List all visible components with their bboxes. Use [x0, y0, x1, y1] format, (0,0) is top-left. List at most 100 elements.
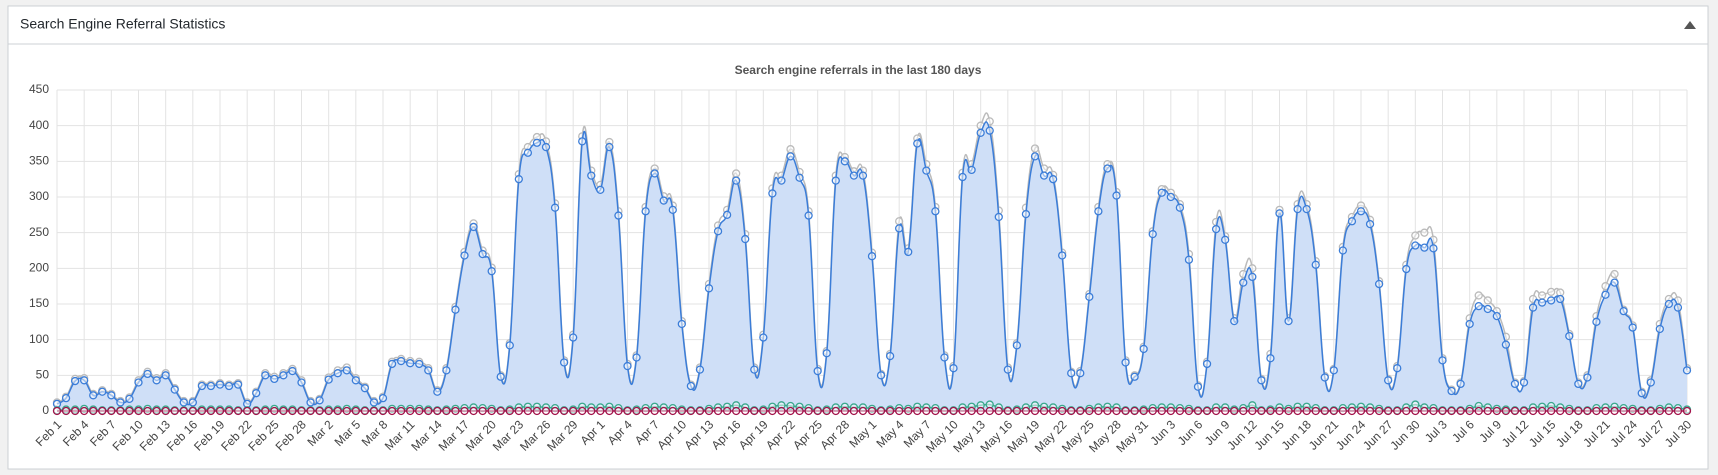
point — [1384, 376, 1393, 385]
point — [378, 394, 388, 403]
point — [1456, 379, 1465, 389]
point — [1230, 316, 1239, 326]
point — [1021, 209, 1031, 219]
point — [876, 406, 886, 416]
point — [451, 406, 460, 416]
point — [1130, 372, 1139, 381]
point — [324, 375, 333, 384]
point — [1302, 204, 1311, 214]
point — [632, 353, 641, 362]
y-tick-label: 250 — [29, 225, 49, 239]
point — [188, 406, 197, 416]
point — [1393, 364, 1402, 373]
point — [396, 406, 406, 416]
point — [1646, 378, 1655, 387]
point — [795, 406, 804, 416]
point — [804, 406, 813, 416]
point — [750, 365, 759, 374]
point — [315, 396, 324, 405]
point — [152, 406, 161, 416]
point — [1492, 311, 1501, 321]
point — [931, 207, 940, 216]
point — [768, 406, 777, 416]
point — [1085, 406, 1094, 416]
point — [768, 189, 777, 198]
point — [514, 406, 523, 416]
point — [1193, 382, 1203, 391]
point — [442, 366, 451, 375]
point — [288, 366, 297, 376]
point — [1565, 406, 1574, 416]
point — [949, 406, 958, 416]
point — [686, 381, 696, 391]
point — [922, 166, 931, 175]
point — [224, 381, 234, 391]
point — [270, 374, 279, 384]
point — [1528, 303, 1538, 312]
point — [904, 406, 913, 416]
point — [1266, 354, 1275, 363]
point — [732, 406, 741, 416]
point — [1655, 324, 1664, 334]
point — [206, 406, 216, 416]
point — [1537, 291, 1547, 300]
point — [976, 128, 985, 137]
point — [940, 353, 949, 362]
point — [1103, 406, 1112, 416]
point — [967, 165, 976, 175]
point — [351, 376, 360, 385]
point — [1411, 406, 1420, 416]
point — [116, 398, 125, 407]
point — [732, 176, 741, 185]
point — [623, 361, 632, 371]
point — [1456, 406, 1465, 416]
point — [1411, 231, 1420, 240]
point — [985, 406, 994, 416]
point — [61, 394, 71, 403]
point — [713, 406, 723, 416]
point — [895, 224, 904, 233]
point — [1039, 406, 1049, 416]
point — [1583, 373, 1592, 382]
point — [1021, 406, 1031, 416]
point — [750, 406, 759, 416]
point — [143, 406, 152, 416]
point — [913, 406, 922, 416]
point — [759, 406, 768, 416]
point — [1347, 406, 1357, 416]
point — [143, 369, 152, 379]
point — [840, 157, 849, 166]
point — [1048, 406, 1058, 416]
point — [741, 234, 750, 244]
point — [1076, 406, 1085, 416]
point — [270, 406, 279, 416]
point — [243, 406, 252, 416]
point — [215, 380, 225, 389]
point — [1275, 209, 1284, 218]
point — [1447, 386, 1456, 396]
point — [98, 387, 107, 396]
point — [1329, 406, 1338, 416]
point — [279, 371, 288, 380]
point — [261, 371, 270, 380]
point — [505, 406, 514, 416]
point — [1058, 251, 1067, 260]
point — [813, 406, 822, 416]
point — [406, 406, 415, 416]
point — [1673, 303, 1683, 312]
point — [1239, 278, 1248, 287]
point — [1211, 406, 1221, 416]
point — [650, 169, 659, 178]
point — [360, 384, 370, 393]
point — [1420, 243, 1429, 252]
point — [1157, 188, 1166, 197]
collapse-toggle[interactable] — [1684, 21, 1696, 29]
point — [1637, 389, 1646, 398]
point — [1411, 241, 1420, 250]
point — [1655, 406, 1664, 416]
point — [1139, 344, 1148, 354]
point — [478, 249, 487, 259]
point — [1067, 406, 1076, 416]
point — [442, 406, 451, 416]
point — [369, 398, 379, 407]
